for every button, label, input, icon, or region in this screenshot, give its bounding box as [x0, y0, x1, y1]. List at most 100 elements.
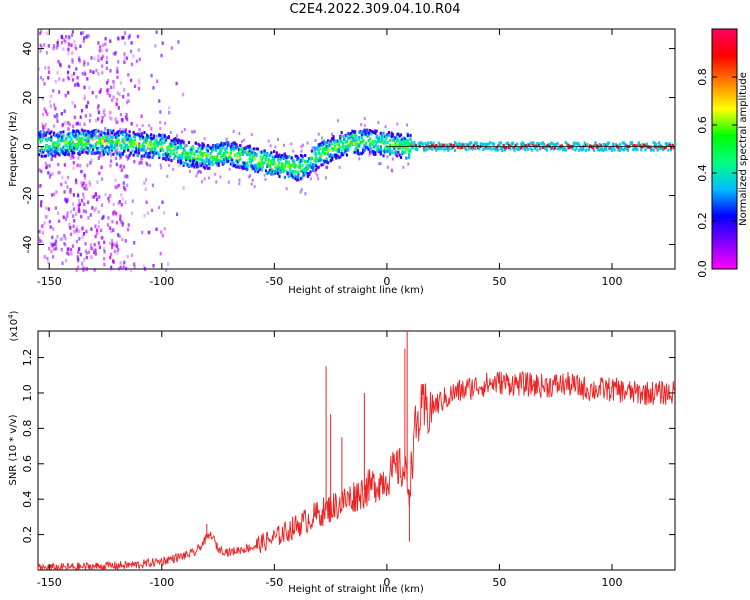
spectrogram-cell	[256, 167, 259, 171]
spectrogram-cell	[306, 141, 309, 145]
spectrogram-cell	[397, 146, 400, 150]
spectrogram-cell	[94, 128, 97, 132]
spectrogram-cell	[355, 146, 358, 150]
spectrogram-cell	[401, 150, 404, 153]
spectrogram-cell	[275, 168, 278, 172]
spectrogram-cell	[78, 137, 81, 141]
spectrogram-cell	[159, 142, 162, 146]
spectrogram-cell	[47, 147, 50, 150]
spectrogram-cell	[246, 168, 249, 172]
spectrogram-cell	[354, 139, 357, 143]
spectrogram-cell	[86, 146, 89, 150]
spectrogram-cell	[75, 180, 78, 185]
spectrogram-cell	[382, 141, 385, 145]
spectrogram-cell	[112, 140, 115, 144]
spectrogram-cell	[227, 141, 230, 145]
spectrogram-cell	[229, 158, 232, 162]
spectrogram-cell	[250, 151, 253, 155]
spectrogram-cell	[404, 139, 407, 143]
spectrogram-cell	[39, 43, 42, 48]
spectrogram-cell	[256, 165, 259, 169]
spectrogram-cell	[278, 169, 281, 173]
spectrogram-cell	[431, 147, 434, 151]
spectrogram-cell	[105, 60, 108, 65]
spectrogram-cell	[263, 161, 266, 165]
spectrogram-cell	[204, 152, 207, 156]
spectrogram-cell	[252, 151, 255, 155]
spectrogram-cell	[138, 142, 141, 146]
spectrogram-cell	[276, 137, 279, 141]
spectrogram-cell	[48, 137, 51, 141]
spectrogram-cell	[110, 117, 113, 121]
spectrogram-cell	[401, 137, 404, 141]
spectrogram-cell	[281, 162, 284, 166]
spectrogram-cell	[86, 100, 90, 105]
spectrogram-cell	[314, 152, 318, 156]
spectrogram-cell	[233, 164, 236, 167]
spectrogram-cell	[70, 73, 74, 78]
spectrogram-cell	[183, 156, 187, 160]
spectrogram-cell	[120, 168, 123, 172]
spectrogram-cell	[378, 148, 381, 152]
spectrogram-cell	[96, 180, 99, 184]
spectrogram-cell	[120, 193, 123, 197]
spectrogram-cell	[358, 136, 361, 140]
spectrogram-cell	[115, 135, 118, 139]
spectrogram-cell	[232, 141, 235, 145]
spectrogram-cell	[555, 143, 558, 147]
spectrogram-cell	[84, 249, 87, 253]
spectrogram-cell	[190, 148, 193, 152]
spectrogram-cell	[109, 143, 112, 147]
spectrogram-cell	[147, 152, 150, 156]
spectrogram-cell	[132, 153, 135, 157]
spectrogram-cell	[115, 140, 118, 144]
spectrogram-cell	[140, 133, 143, 137]
spectrogram-cell	[83, 134, 87, 138]
spectrogram-cell	[101, 137, 104, 141]
spectrogram-cell	[204, 166, 207, 170]
spectrogram-cell	[139, 148, 142, 152]
spectrogram-cell	[593, 148, 596, 152]
spectrogram-cell	[159, 149, 162, 153]
spectrogram-cell	[100, 144, 103, 147]
spectrogram-cell	[432, 141, 435, 145]
spectrogram-cell	[278, 161, 281, 165]
spectrogram-cell	[88, 130, 91, 134]
spectrogram-cell	[83, 94, 86, 98]
spectrogram-cell	[75, 229, 79, 233]
spectrogram-cell	[221, 160, 224, 164]
spectrogram-cell	[66, 247, 69, 251]
spectrogram-cell	[78, 122, 81, 126]
spectrogram-cell	[143, 131, 146, 135]
spectrogram-cell	[292, 149, 295, 153]
spectrogram-cell	[105, 142, 108, 145]
spectrogram-cell	[150, 133, 153, 137]
spectrogram-cell	[74, 83, 77, 87]
spectrogram-cell	[634, 147, 638, 151]
spectrogram-cell	[108, 194, 111, 198]
spectrogram-cell	[452, 144, 455, 147]
spectrogram-cell	[206, 153, 209, 157]
spectrogram-cell	[229, 156, 232, 160]
spectrogram-cell	[239, 153, 242, 157]
spectrogram-cell	[154, 151, 157, 155]
spectrogram-cell	[524, 148, 527, 152]
spectrogram-cell	[100, 120, 103, 124]
spectrogram-cell	[250, 148, 253, 151]
spectrogram-cell	[352, 130, 355, 134]
spectrogram-cell	[250, 158, 253, 162]
spectrogram-cell	[124, 187, 127, 192]
spectrogram-cell	[89, 243, 93, 247]
spectrogram-cell	[296, 157, 299, 161]
spectrogram-cell	[61, 135, 64, 139]
spectrogram-cell	[232, 143, 235, 147]
spectrogram-cell	[75, 129, 78, 133]
spectrogram-cell	[239, 144, 242, 147]
spectrogram-cell	[100, 150, 103, 154]
spectrogram-cell	[618, 143, 621, 147]
spectrogram-cell	[621, 141, 624, 145]
spectrogram-cell	[132, 135, 135, 139]
spectrogram-cell	[128, 142, 131, 146]
spectrogram-cell	[364, 141, 367, 145]
spectrogram-cell	[97, 107, 100, 111]
